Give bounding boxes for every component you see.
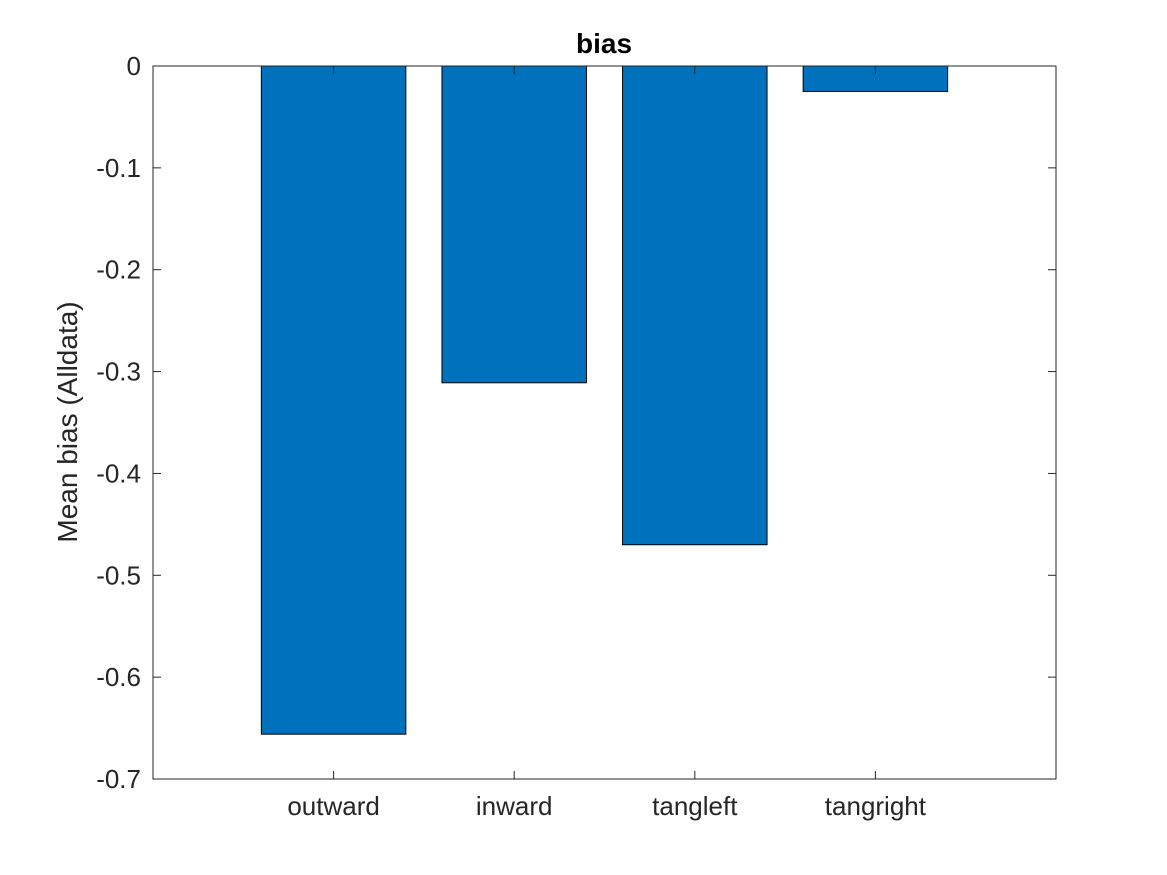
bar-tangleft (622, 65, 768, 546)
chart-title: bias (576, 28, 632, 59)
x-tick-labels: outward inward tangleft tangright (287, 791, 926, 821)
bars-group (260, 65, 949, 735)
y-tick-label: -0.5 (96, 560, 141, 590)
y-tick-label: -0.2 (96, 255, 141, 285)
y-tick-label: -0.7 (96, 764, 141, 794)
x-tick-label-tangleft: tangleft (652, 791, 738, 821)
y-tick-label: -0.4 (96, 458, 141, 488)
x-tick-label-inward: inward (476, 791, 553, 821)
y-tick-labels: 0 -0.1 -0.2 -0.3 -0.4 -0.5 -0.6 -0.7 (96, 51, 141, 794)
y-tick-label: -0.1 (96, 153, 141, 183)
bar-outward (260, 65, 407, 735)
y-tick-label: 0 (127, 51, 141, 81)
y-tick-label: -0.3 (96, 357, 141, 387)
x-tick-label-outward: outward (287, 791, 380, 821)
x-tick-label-tangright: tangright (825, 791, 927, 821)
y-tick-label: -0.6 (96, 662, 141, 692)
bar-inward (441, 65, 587, 384)
axes-box (152, 65, 1057, 780)
y-axis-label: Mean bias (Alldata) (52, 301, 83, 542)
